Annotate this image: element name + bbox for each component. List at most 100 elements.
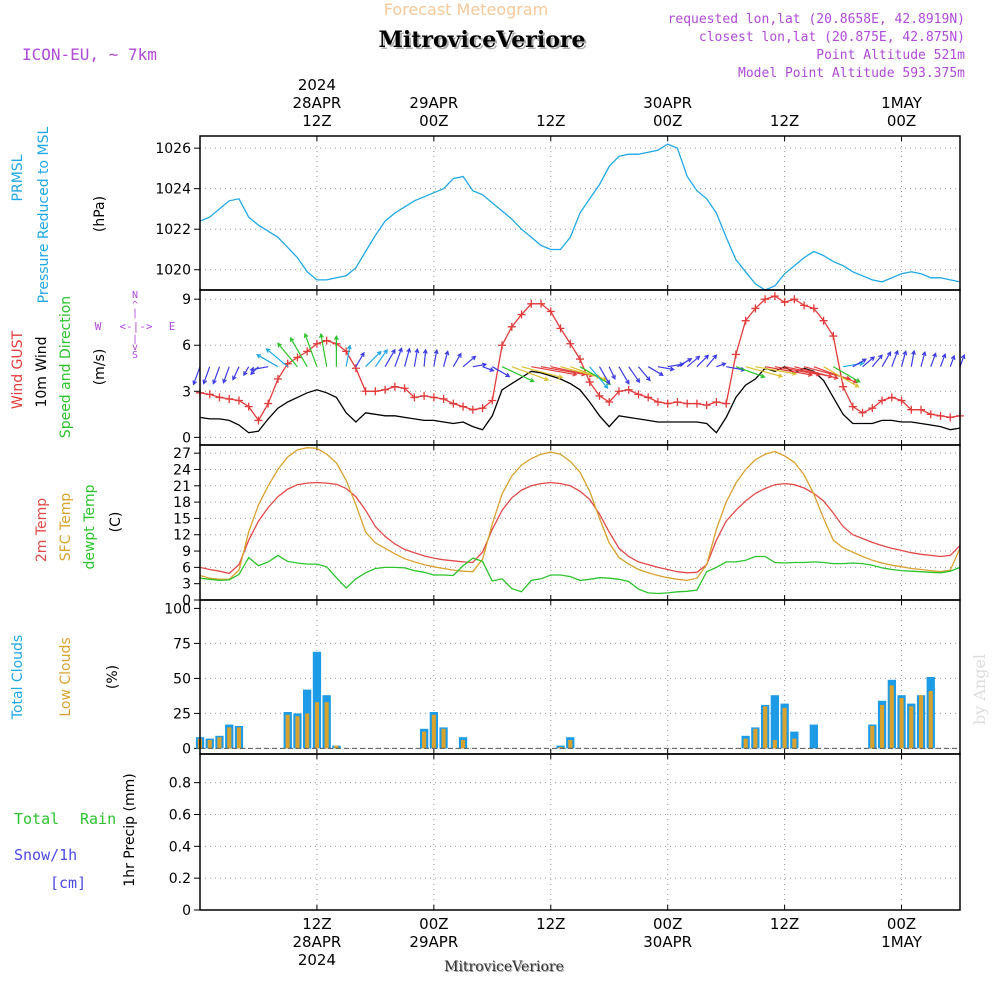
- low-cloud-bar: [792, 738, 797, 749]
- gust-point: [234, 396, 243, 405]
- wind-arrow: [871, 354, 883, 368]
- pressure-ytick-label: 1026: [155, 141, 191, 157]
- low-cloud-bar: [314, 702, 319, 749]
- gust-point: [546, 307, 555, 316]
- wind-arrow: [202, 366, 211, 385]
- wind-ytick-label: 9: [182, 292, 191, 308]
- low-cloud-bar: [919, 695, 924, 749]
- gust-point: [683, 399, 692, 408]
- wind-arrow: [303, 332, 318, 367]
- gust-point: [371, 387, 380, 396]
- low-cloud-bar: [431, 714, 436, 749]
- snow-label: Snow/1h: [14, 846, 77, 864]
- temp-ytick-label: 9: [182, 544, 191, 560]
- rain-label-2: Rain: [80, 810, 116, 828]
- gust-point: [878, 396, 887, 405]
- bottom-time-label: 12Z: [302, 915, 331, 933]
- gust-point: [848, 402, 857, 411]
- clouds-ytick-label: 0: [182, 741, 191, 757]
- precip-ytick-label: 0.6: [169, 807, 191, 823]
- low-cloud-bar: [763, 706, 768, 749]
- gust-point: [215, 393, 224, 402]
- wind-arrow: [462, 355, 477, 368]
- wind-arrow: [745, 366, 784, 378]
- wind-arrow: [823, 366, 860, 388]
- wind-label-2: 10m Wind: [34, 336, 50, 407]
- wind-arrow: [277, 342, 298, 368]
- compass-icon: N ^ | W <-|-> E | v S: [95, 290, 176, 361]
- wind-arrow: [250, 366, 259, 376]
- precip-ytick-label: 0.8: [169, 776, 191, 792]
- low-cloud-bar: [422, 731, 427, 749]
- wind-arrow: [939, 353, 947, 367]
- wind-grid: [200, 290, 960, 445]
- gust-point: [293, 353, 302, 362]
- wind-arrow: [492, 366, 511, 378]
- gust-point: [507, 322, 516, 331]
- temp-label-3: dewpt Temp: [82, 484, 98, 569]
- header: Forecast Meteogram MitroviceVeriore Mitr…: [22, 0, 989, 976]
- gust-point: [527, 299, 536, 308]
- clouds-label-2: Low Clouds: [58, 637, 74, 716]
- svg-text:v: v: [132, 342, 138, 353]
- gust-point: [585, 378, 594, 387]
- wind-arrow: [706, 354, 718, 368]
- low-cloud-bar: [558, 747, 563, 749]
- low-cloud-bar: [236, 727, 241, 749]
- sfc-temp-line: [199, 447, 961, 582]
- temp-ytick-label: 6: [182, 560, 191, 576]
- wind-arrow: [910, 349, 916, 367]
- gust-point: [692, 399, 701, 408]
- gust-point: [722, 399, 731, 408]
- temp-label-1: 2m Temp: [34, 498, 50, 562]
- wind-arrow: [930, 352, 937, 367]
- gust-point: [790, 295, 799, 304]
- gust-point: [400, 384, 409, 393]
- gust-point: [478, 404, 487, 413]
- gust-point: [605, 398, 614, 407]
- gust-point: [420, 391, 429, 400]
- wind-arrow: [384, 348, 396, 368]
- rain-label-1: Total: [14, 810, 59, 828]
- wind-arrow: [647, 366, 664, 376]
- gust-point: [731, 350, 740, 359]
- wind-arrow: [881, 351, 892, 367]
- wind-arrow: [852, 358, 867, 368]
- clouds-panel: 0 25 50 75 100: [164, 599, 961, 757]
- low-cloud-bar: [295, 716, 300, 749]
- bottom-time-label: 12Z: [770, 915, 799, 933]
- gust-point: [205, 390, 214, 399]
- pressure-label-1: PRMSL: [10, 154, 26, 201]
- svg-text:W: W: [95, 320, 102, 333]
- wind-arrow: [433, 348, 439, 367]
- wind-arrow: [628, 366, 641, 384]
- gust-point: [537, 299, 546, 308]
- gust-point: [634, 390, 643, 399]
- wind-arrow: [618, 366, 630, 385]
- gust-point: [839, 382, 848, 391]
- wind-arrow: [452, 352, 462, 368]
- gust-point: [381, 385, 390, 394]
- footer-station: MitroviceVeriore: [444, 959, 564, 975]
- clouds-ytick-label: 25: [173, 706, 191, 722]
- gust-point: [439, 394, 448, 403]
- gust-point: [946, 413, 955, 422]
- requested-lonlat: requested lon,lat (20.8658E, 42.8919N): [668, 12, 965, 27]
- pressure-ytick-label: 1022: [155, 222, 191, 238]
- bottom-time-label: 00Z: [419, 915, 448, 933]
- top-time-label: 2024: [298, 76, 336, 94]
- low-cloud-bar: [285, 714, 290, 749]
- pressure-ytick-label: 1020: [155, 263, 191, 279]
- pressure-ytick-label: 1024: [155, 182, 191, 198]
- gust-point: [595, 391, 604, 400]
- wind-arrow: [735, 366, 766, 379]
- gust-point: [917, 405, 926, 414]
- pressure-label-2: Pressure Reduced to MSL: [36, 126, 52, 303]
- gust-point: [468, 405, 477, 414]
- top-time-label: 12Z: [770, 112, 799, 130]
- gust-point: [264, 399, 273, 408]
- wind-ytick-label: 6: [182, 338, 191, 354]
- gust-point: [517, 310, 526, 319]
- temp-frame: [199, 444, 961, 601]
- low-cloud-bar: [441, 728, 446, 749]
